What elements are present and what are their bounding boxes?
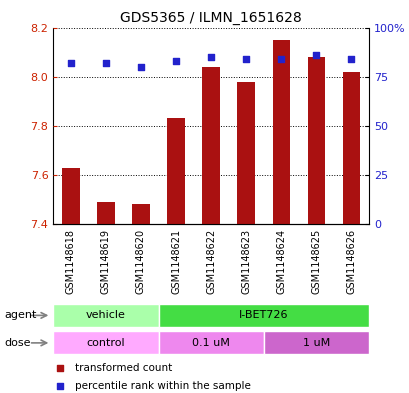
Bar [272,40,289,224]
Text: 0.1 uM: 0.1 uM [192,338,229,348]
Text: control: control [86,338,125,348]
Bar [307,57,324,224]
Point [347,56,354,62]
Point [207,54,214,60]
Text: 1 uM: 1 uM [302,338,329,348]
Text: percentile rank within the sample: percentile rank within the sample [75,381,251,391]
Point [137,64,144,70]
Bar [97,202,115,224]
Text: agent: agent [4,310,36,320]
FancyBboxPatch shape [53,304,158,327]
Bar [132,204,149,224]
Point [172,58,179,64]
FancyBboxPatch shape [158,304,368,327]
FancyBboxPatch shape [263,331,368,354]
Point [56,383,63,389]
Point [277,56,284,62]
FancyBboxPatch shape [158,331,263,354]
Bar [167,118,184,224]
Bar [202,67,219,224]
Point [67,60,74,66]
Bar [237,81,254,224]
Point [243,56,249,62]
Text: dose: dose [4,338,31,348]
Text: vehicle: vehicle [86,310,126,320]
FancyBboxPatch shape [53,331,158,354]
Point [102,60,109,66]
Text: I-BET726: I-BET726 [238,310,288,320]
Title: GDS5365 / ILMN_1651628: GDS5365 / ILMN_1651628 [120,11,301,25]
Bar [342,72,360,224]
Point [312,52,319,58]
Bar [62,167,79,224]
Point [56,365,63,371]
Text: transformed count: transformed count [75,363,172,373]
